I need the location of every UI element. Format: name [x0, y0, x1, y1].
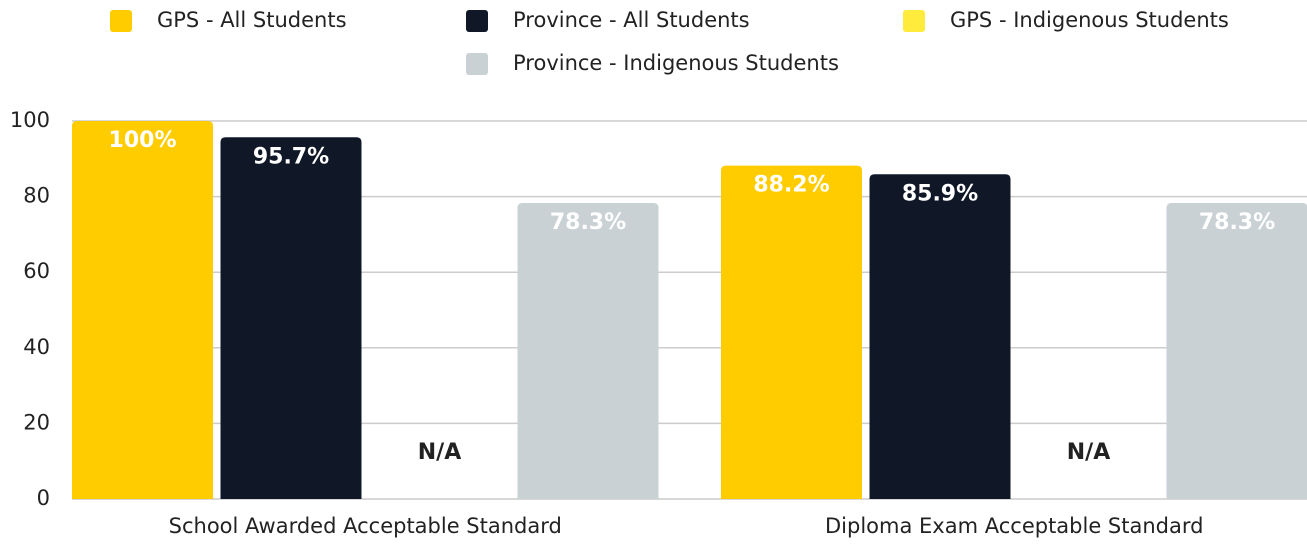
x-tick-label: School Awarded Acceptable Standard	[169, 514, 562, 538]
legend-swatch	[466, 10, 488, 32]
legend-swatch	[903, 10, 925, 32]
y-tick-label: 20	[23, 410, 50, 434]
bar	[72, 121, 213, 499]
y-tick-label: 100	[10, 108, 50, 132]
value-label: 85.9%	[902, 181, 978, 206]
value-label: N/A	[418, 440, 461, 465]
legend-label: GPS - All Students	[157, 8, 347, 32]
bar	[220, 137, 362, 499]
legend-swatch	[110, 10, 132, 32]
bar	[869, 174, 1011, 499]
bar	[517, 203, 659, 499]
x-tick-label: Diploma Exam Acceptable Standard	[825, 514, 1203, 538]
value-label: N/A	[1067, 440, 1110, 465]
value-label: 78.3%	[550, 210, 626, 235]
legend-label: Province - Indigenous Students	[513, 51, 839, 75]
y-tick-label: 60	[23, 259, 50, 283]
legend-label: GPS - Indigenous Students	[950, 8, 1229, 32]
bar	[1166, 203, 1307, 499]
y-tick-label: 80	[23, 184, 50, 208]
value-label: 95.7%	[253, 144, 329, 169]
legend-swatch	[466, 53, 488, 75]
value-label: 100%	[109, 128, 177, 153]
y-tick-label: 0	[37, 486, 50, 510]
value-label: 88.2%	[753, 173, 829, 198]
legend-label: Province - All Students	[513, 8, 750, 32]
value-label: 78.3%	[1199, 210, 1275, 235]
bar	[721, 165, 862, 499]
y-tick-label: 40	[23, 335, 50, 359]
